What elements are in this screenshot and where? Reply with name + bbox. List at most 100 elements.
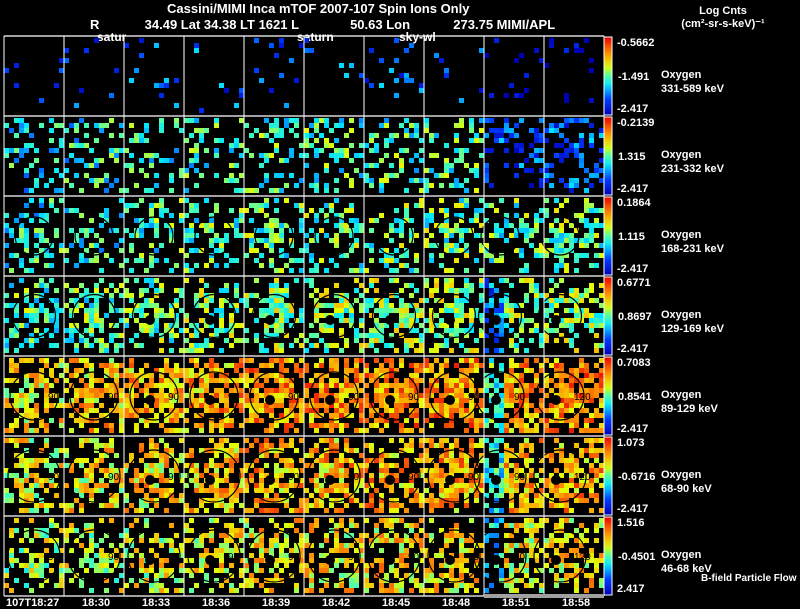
heatmap-cell [199,388,204,393]
heatmap-cell [129,78,134,83]
contour-circle [194,216,234,256]
heatmap-cell [534,228,539,233]
heatmap-cell [274,303,279,308]
heatmap-cell [489,183,494,188]
heatmap-cell [384,143,389,148]
contour-label: 90 [48,552,60,563]
heatmap-cell [124,148,129,153]
heatmap-cell [259,383,264,388]
heatmap-cell [109,448,114,453]
heatmap-cell [169,313,174,318]
heatmap-cell [369,503,374,508]
heatmap-cell [324,383,329,388]
heatmap-cell [24,308,29,313]
heatmap-cell [564,238,569,243]
contour-circle [475,371,525,421]
heatmap-cell [194,488,199,493]
heatmap-cell [359,143,364,148]
heatmap-cell [474,358,479,363]
heatmap-cell [349,463,354,468]
heatmap-cell [299,143,304,148]
heatmap-cell [394,368,399,373]
heatmap-cell [29,428,34,433]
heatmap-cell [304,508,309,513]
heatmap-cell [34,243,39,248]
heatmap-cell [219,488,224,493]
heatmap-cell [184,253,189,258]
heatmap-cell [319,313,324,318]
heatmap-cell [439,368,444,373]
heatmap-cell [489,288,494,293]
heatmap-cell [549,278,554,283]
heatmap-cell [599,128,604,133]
heatmap-cell [539,338,544,343]
heatmap-cell [324,343,329,348]
heatmap-cell [284,413,289,418]
heatmap-cell [524,168,529,173]
heatmap-cell [429,573,434,578]
heatmap-cell [4,488,9,493]
heatmap-cell [94,243,99,248]
heatmap-cell [349,578,354,583]
heatmap-cell [74,128,79,133]
heatmap-cell [319,328,324,333]
heatmap-cell [469,323,474,328]
heatmap-cell [264,213,269,218]
heatmap-cell [409,318,414,323]
heatmap-cell [154,468,159,473]
heatmap-cell [449,383,454,388]
heatmap-cell [404,378,409,383]
heatmap-cell [184,378,189,383]
heatmap-cell [219,393,224,398]
heatmap-cell [24,568,29,573]
heatmap-cell [454,308,459,313]
heatmap-cell [454,323,459,328]
heatmap-cell [484,133,489,138]
heatmap-cell [369,48,374,53]
heatmap-cell [229,343,234,348]
heatmap-cell [454,388,459,393]
heatmap-cell [524,88,529,93]
heatmap-cell [29,198,34,203]
heatmap-cell [534,408,539,413]
heatmap-cell [194,413,199,418]
heatmap-cell [14,463,19,468]
heatmap-cell [519,338,524,343]
heatmap-cell [444,218,449,223]
heatmap-cell [59,573,64,578]
heatmap-cell [569,188,574,193]
heatmap-cell [484,533,489,538]
heatmap-cell [559,233,564,238]
heatmap-cell [334,303,339,308]
heatmap-cell [79,543,84,548]
heatmap-cell [474,478,479,483]
heatmap-cell [224,288,229,293]
heatmap-cell [444,228,449,233]
heatmap-cell [164,393,169,398]
heatmap-cell [594,263,599,268]
heatmap-cell [364,173,369,178]
heatmap-cell [434,468,439,473]
heatmap-cell [559,403,564,408]
heatmap-cell [304,133,309,138]
heatmap-cell [269,578,274,583]
heatmap-cell [269,403,274,408]
heatmap-cell [69,568,74,573]
heatmap-cell [34,568,39,573]
heatmap-cell [89,428,94,433]
heatmap-cell [219,328,224,333]
heatmap-cell [309,323,314,328]
heatmap-cell [344,488,349,493]
heatmap-cell [144,483,149,488]
heatmap-cell [524,428,529,433]
sun-direction-marker [265,555,275,565]
heatmap-cell [359,413,364,418]
heatmap-cell [414,383,419,388]
heatmap-cell [299,553,304,558]
sun-direction-marker [265,395,275,405]
heatmap-cell [469,308,474,313]
heatmap-cell [319,358,324,363]
heatmap-cell [149,218,154,223]
heatmap-cell [9,358,14,363]
heatmap-cell [419,138,424,143]
